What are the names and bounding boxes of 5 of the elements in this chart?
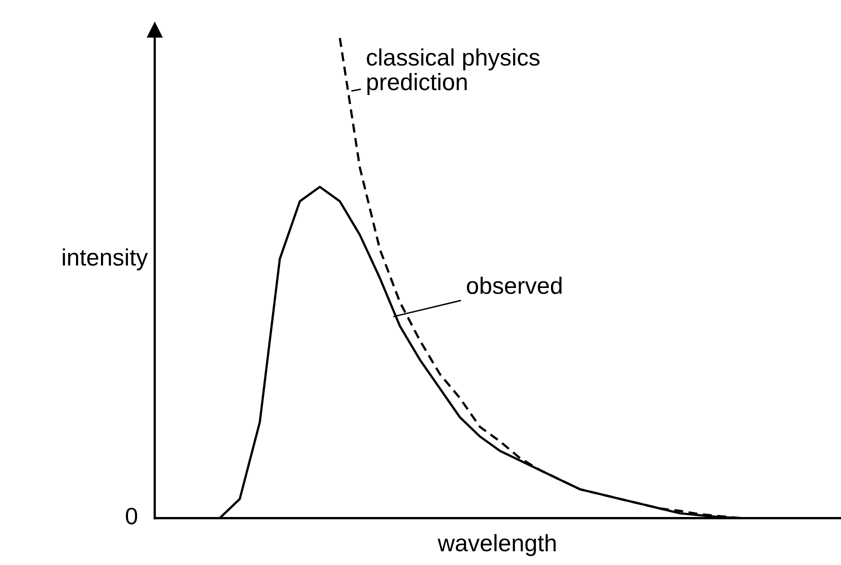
x-axis-title: wavelength bbox=[438, 534, 556, 556]
text: 0 bbox=[126, 508, 138, 524]
annotation: classical physics prediction bbox=[366, 48, 540, 95]
annotation: observed bbox=[466, 276, 562, 294]
y-axis-title: intensity bbox=[62, 248, 148, 270]
